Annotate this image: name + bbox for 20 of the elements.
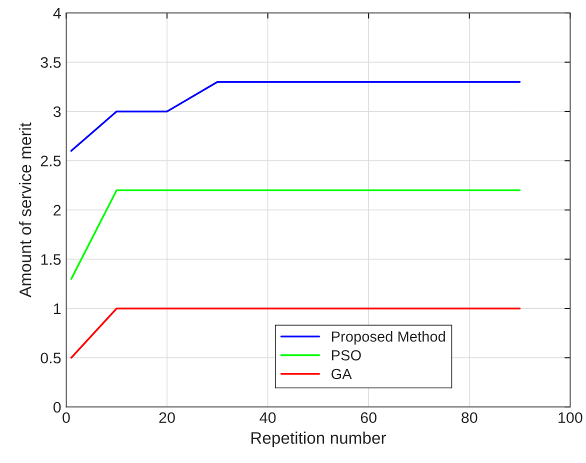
legend-label: GA bbox=[332, 368, 352, 380]
y-tick-label: 4 bbox=[53, 8, 61, 18]
y-tick-label: 1 bbox=[54, 304, 61, 314]
y-tick-label: 3 bbox=[53, 106, 61, 118]
x-tick-label: 100 bbox=[558, 412, 582, 424]
y-tick-label: 1.5 bbox=[41, 254, 61, 265]
y-tick-label: 2.5 bbox=[40, 156, 61, 166]
legend-label: Proposed Method bbox=[332, 331, 445, 345]
y-tick-label: 0.5 bbox=[40, 352, 61, 364]
x-tick-label: 40 bbox=[260, 412, 276, 424]
y-axis-title: Amount of service merit bbox=[19, 122, 32, 298]
y-tick-label: 3.5 bbox=[40, 57, 61, 68]
y-tick-label: 2 bbox=[54, 204, 61, 216]
x-tick-label: 80 bbox=[462, 412, 478, 424]
x-tick-label: 0 bbox=[62, 412, 70, 424]
y-tick-label: 0 bbox=[53, 402, 61, 413]
x-tick-label: 60 bbox=[360, 412, 376, 424]
x-axis-title: Repetition number bbox=[251, 432, 386, 448]
x-tick-label: 20 bbox=[159, 412, 175, 424]
legend-label: PSO bbox=[332, 350, 361, 360]
